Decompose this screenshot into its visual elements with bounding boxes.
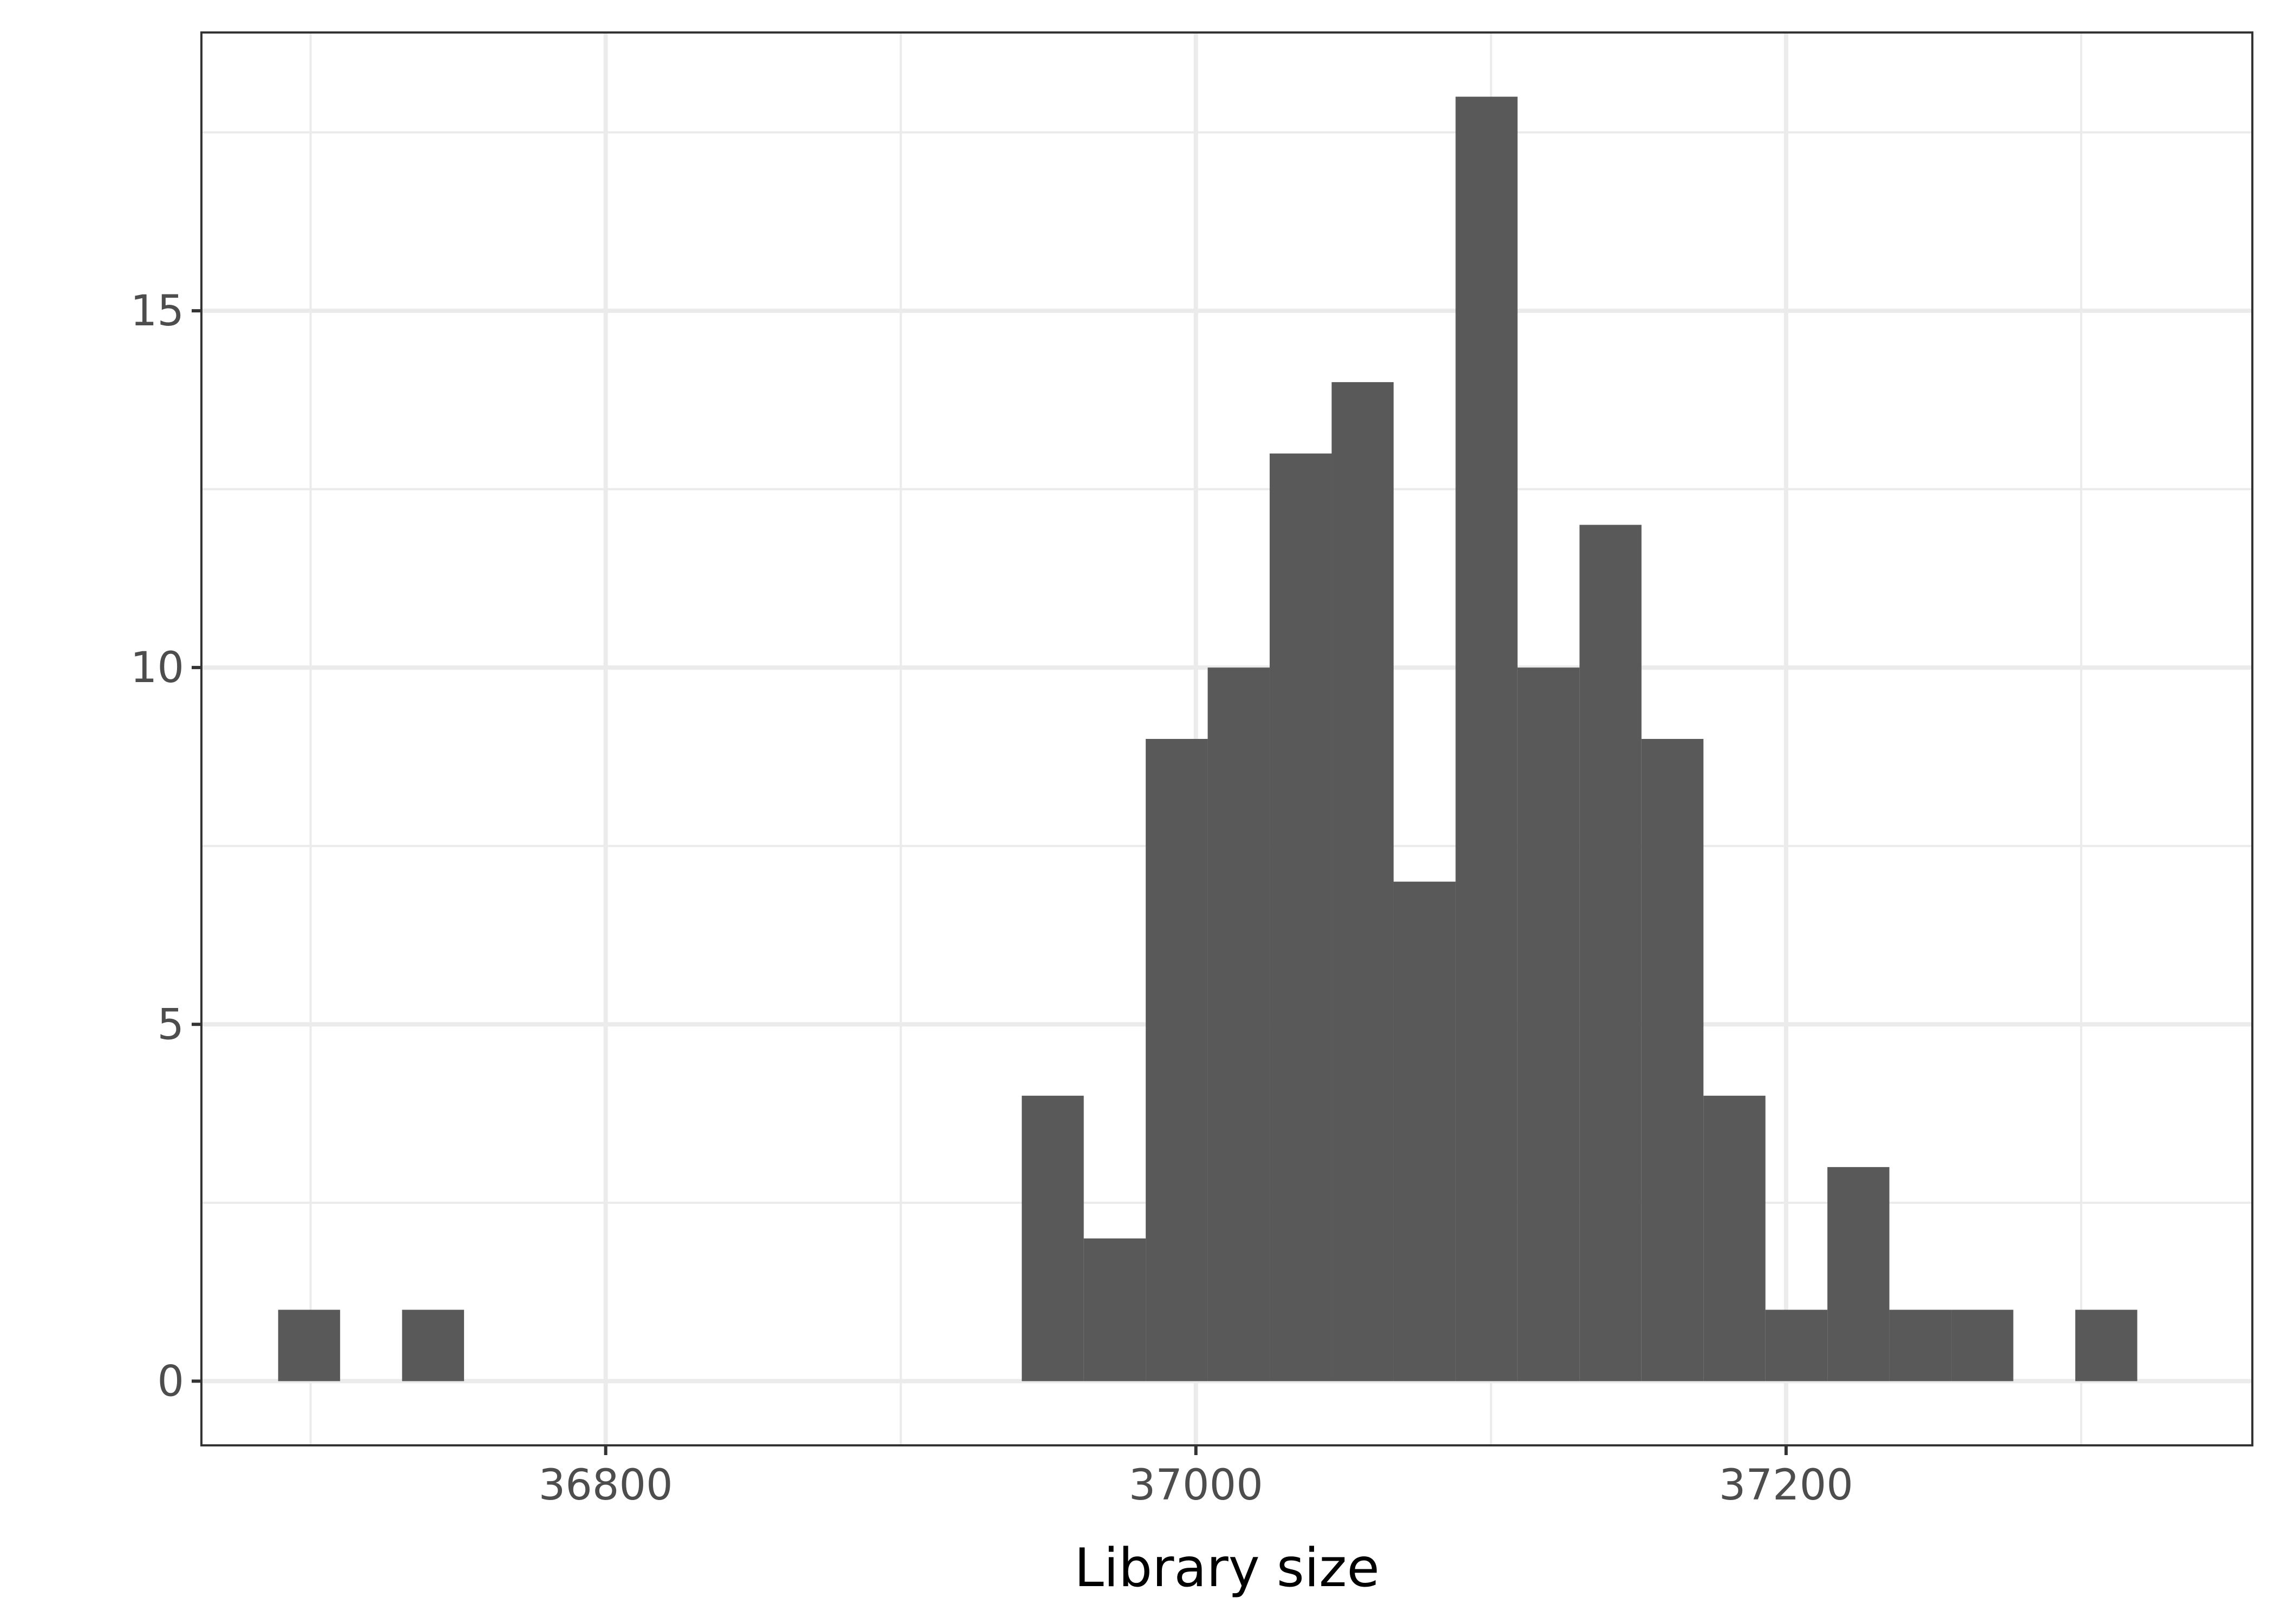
histogram-bar	[1579, 525, 1642, 1381]
histogram-bar	[1641, 739, 1704, 1381]
histogram-bar	[278, 1309, 341, 1381]
y-tick-label: 5	[157, 1000, 184, 1049]
y-tick-label: 0	[157, 1357, 184, 1406]
histogram-bar	[1331, 382, 1394, 1381]
histogram-bars	[278, 96, 2138, 1381]
histogram-bar	[1207, 667, 1270, 1381]
histogram-bar	[1022, 1096, 1084, 1381]
x-axis-title: Library size	[1074, 1537, 1380, 1599]
histogram-bar	[1889, 1309, 1952, 1381]
histogram-bar	[1827, 1167, 1890, 1381]
histogram-bar	[2075, 1309, 2138, 1381]
histogram-bar	[1455, 96, 1518, 1381]
histogram-bar	[1393, 881, 1456, 1381]
histogram-bar	[402, 1309, 465, 1381]
histogram-bar	[1765, 1309, 1828, 1381]
histogram-bar	[1083, 1238, 1146, 1381]
x-tick-label: 37200	[1719, 1461, 1853, 1510]
histogram-bar	[1951, 1309, 2014, 1381]
histogram-bar	[1517, 667, 1580, 1381]
axes: 0 5 10 15 36800 37000 37200	[130, 287, 1853, 1510]
x-tick-label: 37000	[1129, 1461, 1263, 1510]
x-tick-label: 36800	[539, 1461, 673, 1510]
histogram-bar	[1703, 1096, 1766, 1381]
y-tick-label: 10	[130, 644, 184, 692]
histogram-bar	[1270, 453, 1332, 1381]
panel-border	[200, 31, 2253, 1446]
y-tick-label: 15	[130, 287, 184, 336]
histogram-bar	[1146, 739, 1208, 1381]
